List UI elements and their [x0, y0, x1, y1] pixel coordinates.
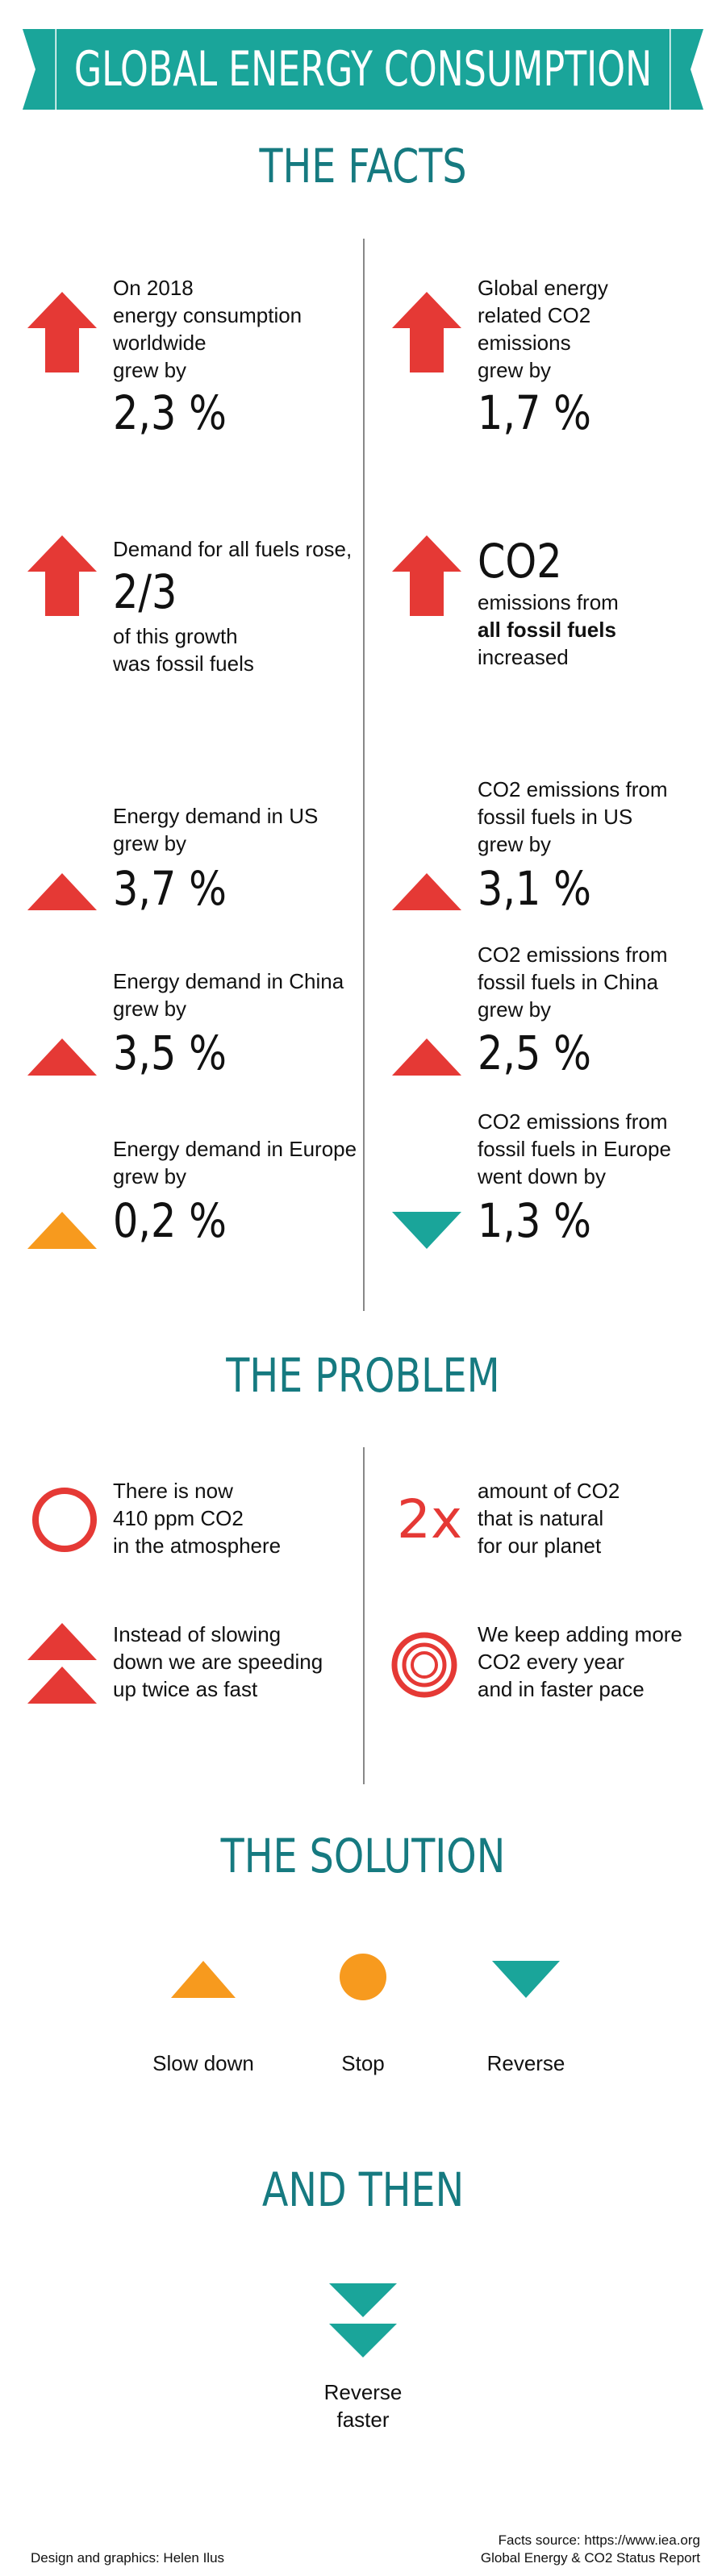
- problem-speed-text: Instead of slowing down we are speeding …: [113, 1622, 323, 1701]
- europe-energy-value: 0,2 %: [113, 1193, 227, 1248]
- fact-co2-fossil-value: CO2: [478, 534, 562, 589]
- europe-co2-value: 1,3 %: [478, 1193, 591, 1248]
- solution-heading: THE SOLUTION: [220, 1829, 506, 1883]
- facts-heading: THE FACTS: [259, 139, 467, 194]
- triangle-up-orange-icon: [171, 1961, 236, 1998]
- solution-slow-down-label: Slow down: [152, 2051, 254, 2075]
- facts-divider: [363, 239, 365, 1311]
- page-title: GLOBAL ENERGY CONSUMPTION: [73, 41, 653, 98]
- up-arrow-icon: [27, 292, 97, 372]
- banner-ribbon: [23, 29, 703, 110]
- fact-fuels-line1: Demand for all fuels rose,: [113, 537, 353, 561]
- fact-co2-fossil-text: emissions from all fossil fuels increase…: [478, 590, 619, 669]
- us-co2-text: CO2 emissions from fossil fuels in US gr…: [478, 777, 668, 856]
- and-then-heading: AND THEN: [261, 2162, 465, 2217]
- up-arrow-icon: [392, 535, 461, 616]
- fact-fuels-value: 2/3: [113, 564, 177, 619]
- fact-fuels-text: of this growth was fossil fuels: [113, 624, 254, 676]
- china-co2-value: 2,5 %: [478, 1026, 591, 1080]
- orange-dot-icon: [340, 1954, 386, 2000]
- double-triangle-down-icon: [329, 2283, 397, 2358]
- fact-energy-growth-text: On 2018 energy consumption worldwide gre…: [113, 276, 302, 382]
- up-arrow-icon: [392, 292, 461, 372]
- fact-co2-growth-value: 1,7 %: [478, 385, 591, 440]
- triangle-up-orange-icon: [27, 1212, 97, 1249]
- solution-reverse-label: Reverse: [486, 2051, 565, 2075]
- reverse-faster-text: Reverse faster: [323, 2380, 403, 2432]
- us-energy-text: Energy demand in US grew by: [113, 804, 319, 855]
- fact-co2-growth-text: Global energy related CO2 emissions grew…: [478, 276, 608, 382]
- circle-icon: [32, 1488, 97, 1552]
- design-credit: Design and graphics: Helen Ilus: [31, 2550, 225, 2566]
- double-triangle-up-icon: [27, 1623, 97, 1704]
- triangle-up-icon: [27, 873, 97, 910]
- problem-adding-text: We keep adding more CO2 every year and i…: [478, 1622, 682, 1701]
- twice-mark: 2x: [397, 1488, 463, 1550]
- title-banner: GLOBAL ENERGY CONSUMPTION: [0, 29, 726, 110]
- up-arrow-icon: [27, 535, 97, 616]
- solution-stop-label: Stop: [341, 2051, 385, 2075]
- us-energy-value: 3,7 %: [113, 861, 227, 916]
- facts-source: Facts source: https://www.iea.org Global…: [480, 2532, 700, 2566]
- concentric-circles-icon: [391, 1632, 457, 1698]
- problem-natural-text: amount of CO2 that is natural for our pl…: [478, 1479, 620, 1558]
- china-energy-value: 3,5 %: [113, 1026, 227, 1080]
- triangle-up-icon: [27, 1038, 97, 1076]
- europe-energy-text: Energy demand in Europe grew by: [113, 1137, 357, 1188]
- triangle-up-icon: [392, 1038, 461, 1076]
- china-co2-text: CO2 emissions from fossil fuels in China…: [478, 943, 668, 1022]
- triangle-down-teal-icon: [492, 1961, 560, 1998]
- problem-ppm-text: There is now 410 ppm CO2 in the atmosphe…: [113, 1479, 282, 1558]
- china-energy-text: Energy demand in China grew by: [113, 969, 344, 1021]
- fact-energy-growth-value: 2,3 %: [113, 385, 227, 440]
- triangle-down-teal-icon: [392, 1212, 461, 1249]
- us-co2-value: 3,1 %: [478, 861, 591, 916]
- triangle-up-icon: [392, 873, 461, 910]
- europe-co2-text: CO2 emissions from fossil fuels in Europ…: [478, 1109, 671, 1188]
- problem-heading: THE PROBLEM: [226, 1348, 500, 1403]
- problem-divider: [363, 1447, 365, 1784]
